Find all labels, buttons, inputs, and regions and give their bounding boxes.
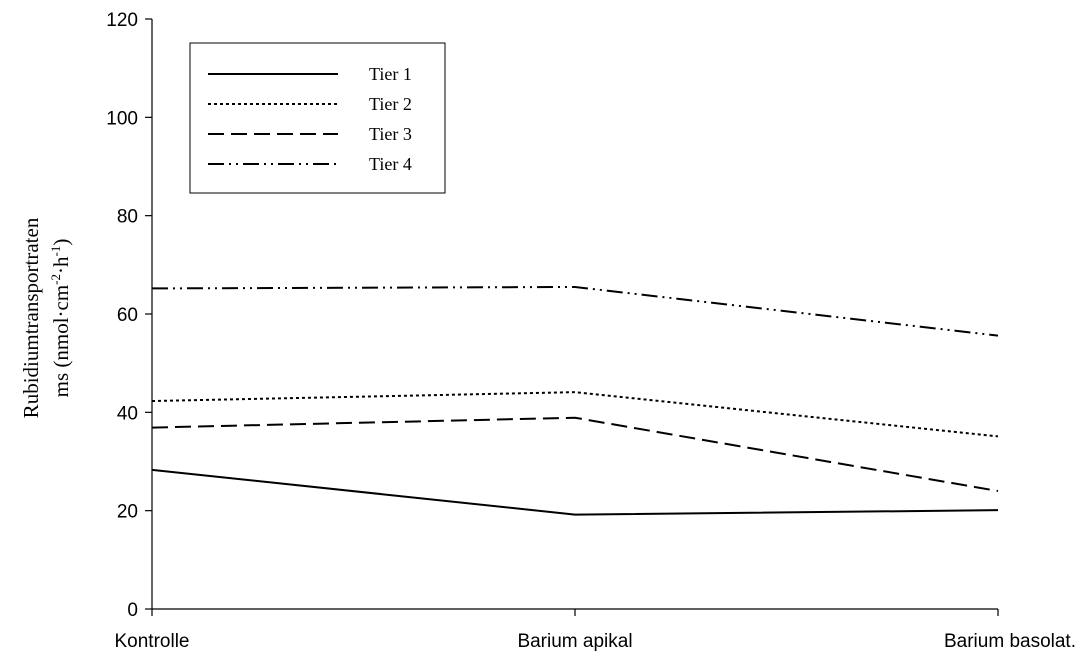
y-tick-label: 80 <box>117 207 138 228</box>
x-tick-label: Kontrolle <box>115 631 190 652</box>
legend-label-1: Tier 1 <box>369 64 412 84</box>
y-axis-title: Rubidiumtransportraten <box>19 217 43 418</box>
legend-label-3: Tier 3 <box>369 124 412 144</box>
series-line-1 <box>151 468 999 516</box>
x-axis: Kontrolle Barium apikal Barium basolat. <box>115 608 1076 652</box>
y-tick-label: 20 <box>117 502 138 523</box>
legend-box <box>189 42 446 194</box>
y-tick-label: 40 <box>117 403 138 424</box>
series-lines <box>151 285 999 516</box>
y-tick-label: 0 <box>127 600 138 621</box>
legend: Tier 1 Tier 2 Tier 3 Tier 4 <box>189 42 446 194</box>
series-line-3 <box>151 416 999 492</box>
series-line-4 <box>151 285 999 337</box>
y-axis-title-line2: ms (nmol·cm-2·h-1) <box>48 239 73 398</box>
legend-label-2: Tier 2 <box>369 94 412 114</box>
y-tick-label: 120 <box>106 10 138 31</box>
legend-label-4: Tier 4 <box>369 154 412 174</box>
y-axis-title-line1: Rubidiumtransportraten <box>19 217 43 418</box>
series-line-2 <box>151 391 999 438</box>
y-tick-label: 60 <box>117 305 138 326</box>
y-tick-label: 100 <box>106 108 138 129</box>
x-tick-label: Barium basolat. <box>944 631 1076 652</box>
y-axis: 0 20 40 60 80 100 120 <box>106 10 153 621</box>
x-tick-label: Barium apikal <box>517 631 632 652</box>
